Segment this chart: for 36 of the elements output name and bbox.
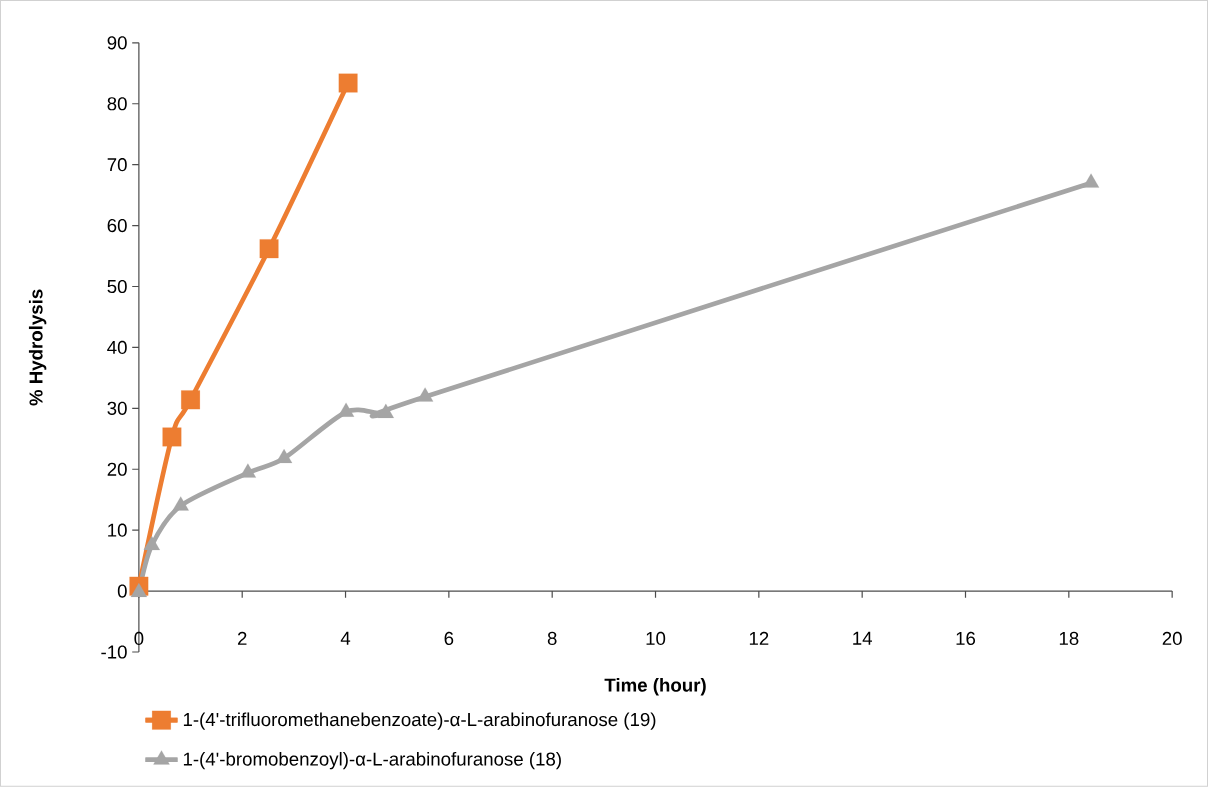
point (143, 536, 160, 551)
y-tick-label: 80 (107, 97, 127, 111)
point (377, 403, 394, 419)
point (338, 73, 358, 93)
y-tick-label: 20 (107, 462, 127, 476)
x-tick-label: 18 (1059, 631, 1079, 646)
y-tick-label: -10 (101, 645, 127, 659)
x-tick-label: 4 (340, 631, 351, 645)
point (259, 239, 279, 259)
legend-label: 1-(4'-trifluoromethanebenzoate)-α-L-arabinofuranose (19) (183, 712, 656, 730)
x-tick-label: 8 (547, 631, 557, 646)
y-axis-title: % Hydrolysis (28, 289, 47, 406)
x-tick-label: 2 (237, 631, 247, 645)
x-tick-label: 6 (444, 631, 454, 646)
y-tick-label: 40 (107, 340, 127, 355)
legend-label: 1-(4'-bromobenzoyl)-α-L-arabinofuranose (18) (183, 752, 561, 770)
y-tick-label: 10 (108, 523, 127, 537)
y-tick-label: 70 (107, 158, 127, 172)
point (130, 582, 148, 598)
y-tick-label: 30 (107, 401, 127, 416)
point (181, 390, 200, 410)
point (416, 387, 434, 402)
x-tick-label: 14 (853, 631, 872, 645)
x-tick-label: 12 (749, 631, 769, 645)
x-tick-label: 16 (956, 631, 976, 646)
y-tick-label: 0 (117, 584, 127, 598)
x-tick-label: 10 (646, 631, 666, 646)
point (162, 427, 182, 447)
x-axis-title: Time (hour) (604, 678, 706, 696)
y-tick-label: 90 (107, 36, 127, 50)
y-tick-label: 50 (107, 279, 127, 294)
point (1082, 173, 1100, 188)
point (172, 496, 189, 511)
x-tick-label: 20 (1162, 631, 1182, 646)
y-tick-label: 60 (107, 219, 127, 233)
x-tick-label: 0 (134, 631, 144, 646)
